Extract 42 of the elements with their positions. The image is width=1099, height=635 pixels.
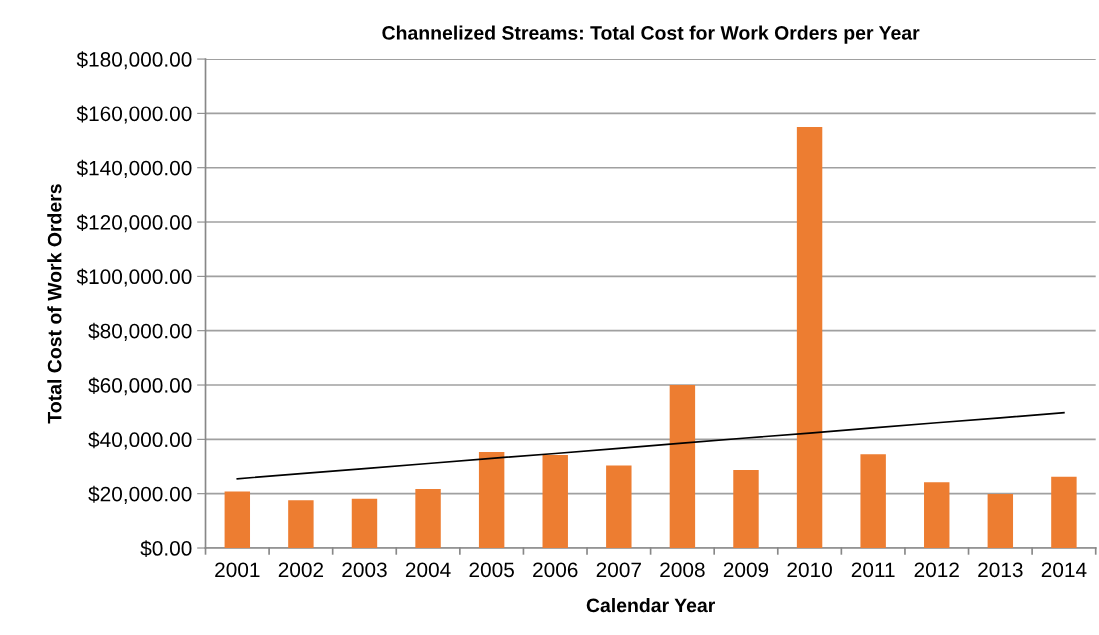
x-tick-label: 2014 (1041, 562, 1087, 578)
bar (924, 482, 950, 548)
y-tick-label: $180,000.00 (76, 51, 192, 70)
bar (669, 385, 696, 548)
x-tick-label: 2007 (596, 562, 641, 578)
y-tick-label: $120,000.00 (76, 214, 192, 233)
y-tick-label: $40,000.00 (88, 431, 192, 450)
bar (415, 489, 441, 548)
bar (224, 491, 251, 548)
x-tick-label: 2001 (215, 562, 260, 578)
bar (796, 126, 823, 548)
y-tick-label: $60,000.00 (88, 377, 192, 396)
bar (860, 454, 886, 548)
x-tick-label: 2005 (469, 562, 514, 578)
x-axis-title: Calendar Year (586, 597, 715, 613)
bar (288, 500, 314, 548)
x-tick-label: 2013 (978, 562, 1023, 578)
y-tick-label: $0.00 (140, 540, 192, 557)
y-tick-label: $160,000.00 (76, 105, 192, 124)
line-series (236, 411, 1065, 480)
chart-title: Channelized Streams: Total Cost for Work Orders per Year (382, 25, 920, 44)
x-tick-label: 2012 (914, 562, 959, 578)
y-tick-label: $100,000.00 (76, 268, 192, 287)
bar (351, 498, 378, 548)
bar (1051, 476, 1077, 548)
y-tick-label: $140,000.00 (76, 159, 192, 178)
x-tick-label: 2008 (660, 562, 705, 578)
bar (478, 452, 505, 548)
y-tick-label: $80,000.00 (88, 322, 192, 341)
bar (987, 493, 1014, 548)
bar (606, 465, 632, 548)
y-axis-title: Total Cost of Work Orders (47, 184, 62, 424)
bar (542, 455, 568, 548)
x-tick-label: 2004 (405, 562, 451, 578)
x-tick-label: 2003 (342, 562, 387, 578)
x-tick-label: 2002 (278, 562, 324, 578)
x-tick-label: 2010 (787, 562, 832, 578)
y-tick-label: $20,000.00 (88, 485, 192, 504)
x-tick-label: 2009 (723, 562, 769, 578)
x-tick-label: 2011 (851, 562, 895, 578)
x-tick-label: 2006 (533, 562, 578, 578)
bar (733, 470, 759, 548)
